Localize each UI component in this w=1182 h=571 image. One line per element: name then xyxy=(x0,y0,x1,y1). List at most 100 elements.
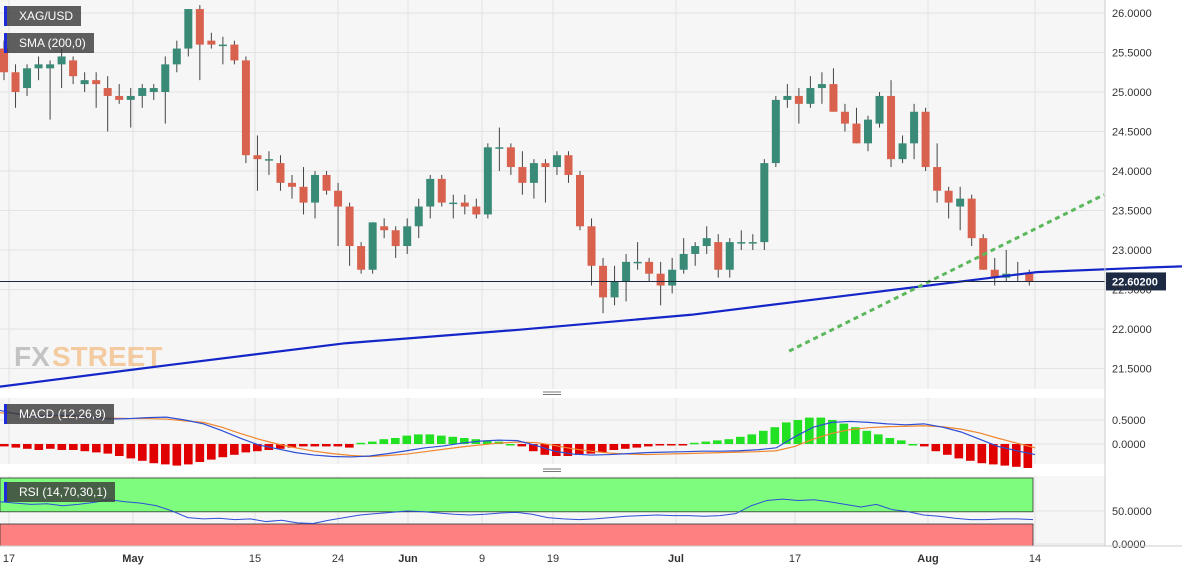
macd-histogram-bar xyxy=(184,444,193,465)
bullish-candle xyxy=(748,242,757,244)
time-axis: 17 May 15 24 Jun 9 19 Jul 17 Aug 14 xyxy=(0,545,1182,565)
macd-histogram-bar xyxy=(678,444,688,446)
support-trendline xyxy=(788,193,1105,353)
macd-histogram-bar xyxy=(34,444,44,450)
bearish-candle xyxy=(460,202,469,207)
macd-histogram-bar xyxy=(103,444,113,454)
bearish-candle xyxy=(288,182,296,187)
macd-histogram-bar xyxy=(851,427,860,444)
watermark-fx: FX xyxy=(14,341,50,372)
macd-histogram-bar xyxy=(138,444,147,461)
macd-histogram-bar xyxy=(0,444,9,447)
bearish-candle xyxy=(794,95,803,104)
bearish-candle xyxy=(207,40,216,45)
price-tick-label: 22.5000 xyxy=(1112,285,1152,297)
bearish-candle xyxy=(299,186,308,203)
bearish-candle xyxy=(92,80,101,85)
bullish-candle xyxy=(910,111,919,144)
bullish-candle xyxy=(149,88,158,92)
bullish-candle xyxy=(34,64,43,69)
bullish-candle xyxy=(725,242,734,270)
bearish-candle xyxy=(656,273,665,286)
macd-histogram-bar xyxy=(782,422,791,444)
macd-histogram-bar xyxy=(966,444,975,461)
macd-histogram-bar xyxy=(391,438,400,444)
macd-histogram-bar xyxy=(667,444,676,446)
price-axis: 26.0000 25.5000 25.0000 24.5000 24.0000 23.50… xyxy=(1104,0,1152,551)
macd-histogram-bar xyxy=(172,444,182,466)
time-tick-label: 15 xyxy=(249,553,261,565)
bullish-candle xyxy=(760,163,769,243)
bearish-candle xyxy=(518,167,527,183)
macd-histogram-bar xyxy=(69,444,78,450)
bearish-candle xyxy=(230,44,239,61)
macd-histogram-bar xyxy=(402,435,412,444)
bearish-candle xyxy=(391,230,400,247)
bullish-candle xyxy=(610,281,619,298)
macd-histogram-bar xyxy=(885,438,895,444)
macd-histogram-bar xyxy=(368,441,377,444)
watermark-street: STREET xyxy=(52,341,162,372)
bullish-candle xyxy=(426,178,435,207)
rsi-legend-label[interactable]: RSI (14,70,30,1) xyxy=(4,482,116,502)
macd-histogram-bar xyxy=(46,444,55,449)
macd-histogram-bar xyxy=(287,444,297,448)
macd-histogram-bar xyxy=(299,444,308,447)
macd-histogram-bar xyxy=(655,444,665,446)
macd-histogram-bar xyxy=(276,444,285,449)
time-tick-label: 19 xyxy=(547,553,559,565)
macd-histogram-bar xyxy=(92,444,101,453)
macd-line xyxy=(0,409,1036,458)
bearish-candle xyxy=(69,60,78,77)
time-tick-label: 17 xyxy=(789,553,801,565)
macd-histogram-bar xyxy=(379,439,389,444)
macd-histogram-bar xyxy=(437,435,446,444)
bearish-candle xyxy=(103,88,112,96)
macd-histogram-bar xyxy=(115,444,124,456)
bullish-candle xyxy=(126,95,135,100)
rsi-overbought-zone xyxy=(0,477,1034,513)
macd-histogram-bar xyxy=(161,444,170,465)
pane-divider-handle-1[interactable] xyxy=(541,391,563,397)
macd-histogram-bar xyxy=(943,444,952,455)
time-tick-label: Jun xyxy=(398,553,418,565)
bearish-candle xyxy=(472,206,481,215)
price-tick-label: 21.5000 xyxy=(1112,364,1152,376)
bearish-candle xyxy=(357,246,366,270)
macd-histogram-bar xyxy=(920,444,929,447)
bullish-candle xyxy=(483,147,492,215)
price-tick-label: 25.0000 xyxy=(1112,87,1152,99)
macd-signal-line xyxy=(0,412,1036,458)
macd-histogram-bar xyxy=(483,440,492,444)
bullish-candle xyxy=(806,88,815,104)
bullish-candle xyxy=(783,95,792,100)
bearish-candle xyxy=(1025,273,1034,282)
macd-histogram-bar xyxy=(80,444,90,452)
macd-histogram-bar xyxy=(759,430,768,444)
macd-histogram-bar xyxy=(977,444,987,464)
time-tick-label: 14 xyxy=(1029,553,1041,565)
bearish-candle xyxy=(933,167,942,191)
macd-legend-label[interactable]: MACD (12,26,9) xyxy=(4,404,114,424)
time-tick-label: May xyxy=(122,553,144,565)
pane-divider-handle-2[interactable] xyxy=(541,468,563,474)
grid-lines xyxy=(0,0,1105,546)
macd-histogram-bar xyxy=(908,444,918,446)
macd-histogram-bar xyxy=(356,442,366,445)
fxstreet-watermark: FX STREET xyxy=(14,341,162,372)
bullish-candle xyxy=(702,238,711,247)
price-tick-label: 23.0000 xyxy=(1112,245,1152,257)
bearish-candle xyxy=(564,155,573,175)
macd-histogram-bar xyxy=(989,444,998,465)
symbol-label[interactable]: XAG/USD xyxy=(4,6,82,26)
macd-histogram-bar xyxy=(862,430,872,444)
price-tick-label: 24.0000 xyxy=(1112,166,1152,178)
macd-histogram-bar xyxy=(23,444,32,449)
bullish-candle xyxy=(311,174,320,203)
sma-legend-label[interactable]: SMA (200,0) xyxy=(4,33,94,53)
rsi-tick-label: 0.0000 xyxy=(1112,539,1146,551)
macd-histogram-bar xyxy=(563,444,573,456)
macd-tick-label: 0.0000 xyxy=(1112,439,1146,451)
bullish-candle xyxy=(368,222,377,270)
